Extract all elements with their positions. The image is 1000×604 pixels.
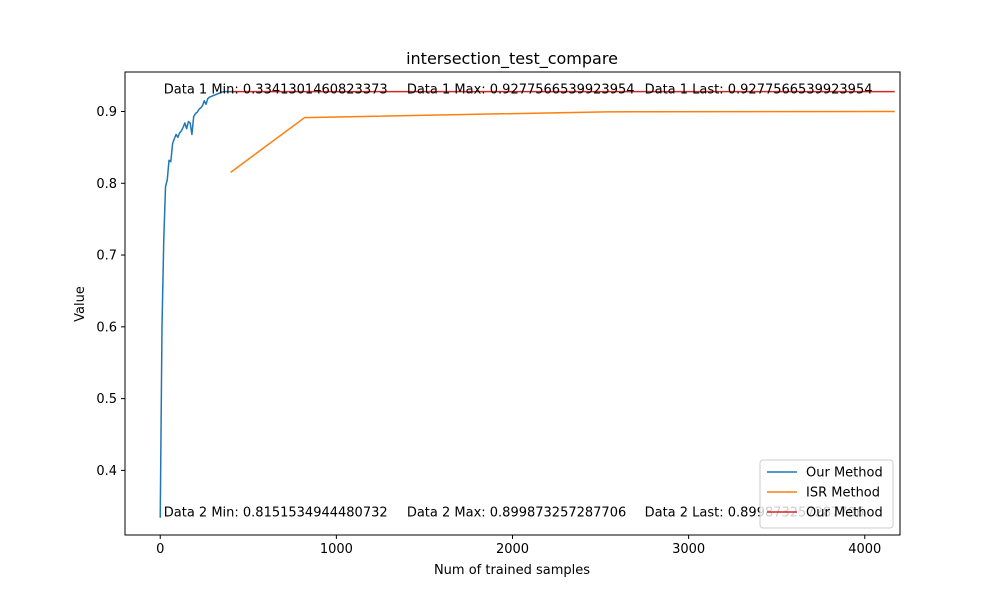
- x-tick-label: 3000: [672, 542, 705, 557]
- annotation-4: Data 2 Min: 0.8151534944480732: [164, 505, 388, 520]
- annotation-5: Data 2 Max: 0.899873257287706: [407, 505, 626, 520]
- legend: Our Method ISR Method Our Method: [759, 459, 894, 529]
- x-tick-label: 4000: [848, 542, 881, 557]
- legend-box: [759, 459, 894, 529]
- legend-label-2: ISR Method: [806, 486, 880, 501]
- annotation-1: Data 1 Min: 0.3341301460823373: [164, 83, 388, 98]
- x-tick-label: 1000: [320, 542, 353, 557]
- legend-label-3: Our Method: [806, 506, 883, 521]
- x-axis-label: Num of trained samples: [434, 563, 590, 578]
- y-tick-label: 0.5: [96, 392, 117, 407]
- y-tick-label: 0.9: [96, 105, 117, 120]
- x-axis: 0 1000 2000 3000 4000: [156, 535, 881, 557]
- annotation-2: Data 1 Max: 0.9277566539923954: [407, 83, 635, 98]
- series-line-2: [230, 110, 895, 173]
- x-tick-label: 0: [156, 542, 164, 557]
- series-line-1: [159, 90, 235, 518]
- plot-area: [159, 90, 895, 518]
- y-axis: 0.4 0.5 0.6 0.7 0.8 0.9: [96, 105, 125, 479]
- annotation-3: Data 1 Last: 0.9277566539923954: [645, 83, 873, 98]
- y-axis-label: Value: [73, 286, 88, 322]
- y-tick-label: 0.8: [96, 177, 117, 192]
- annotations: Data 1 Min: 0.3341301460823373 Data 1 Max…: [164, 83, 873, 521]
- y-tick-label: 0.7: [96, 249, 117, 264]
- x-tick-label: 2000: [496, 542, 529, 557]
- y-tick-label: 0.4: [96, 464, 117, 479]
- legend-label-1: Our Method: [806, 466, 883, 481]
- chart-title: intersection_test_compare: [406, 49, 618, 69]
- y-tick-label: 0.6: [96, 320, 117, 335]
